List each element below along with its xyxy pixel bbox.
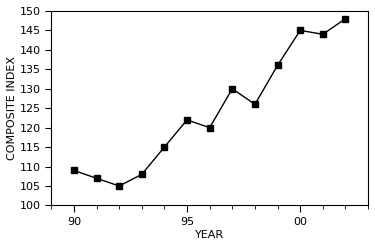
X-axis label: YEAR: YEAR	[195, 230, 224, 240]
Y-axis label: COMPOSITE INDEX: COMPOSITE INDEX	[7, 56, 17, 160]
